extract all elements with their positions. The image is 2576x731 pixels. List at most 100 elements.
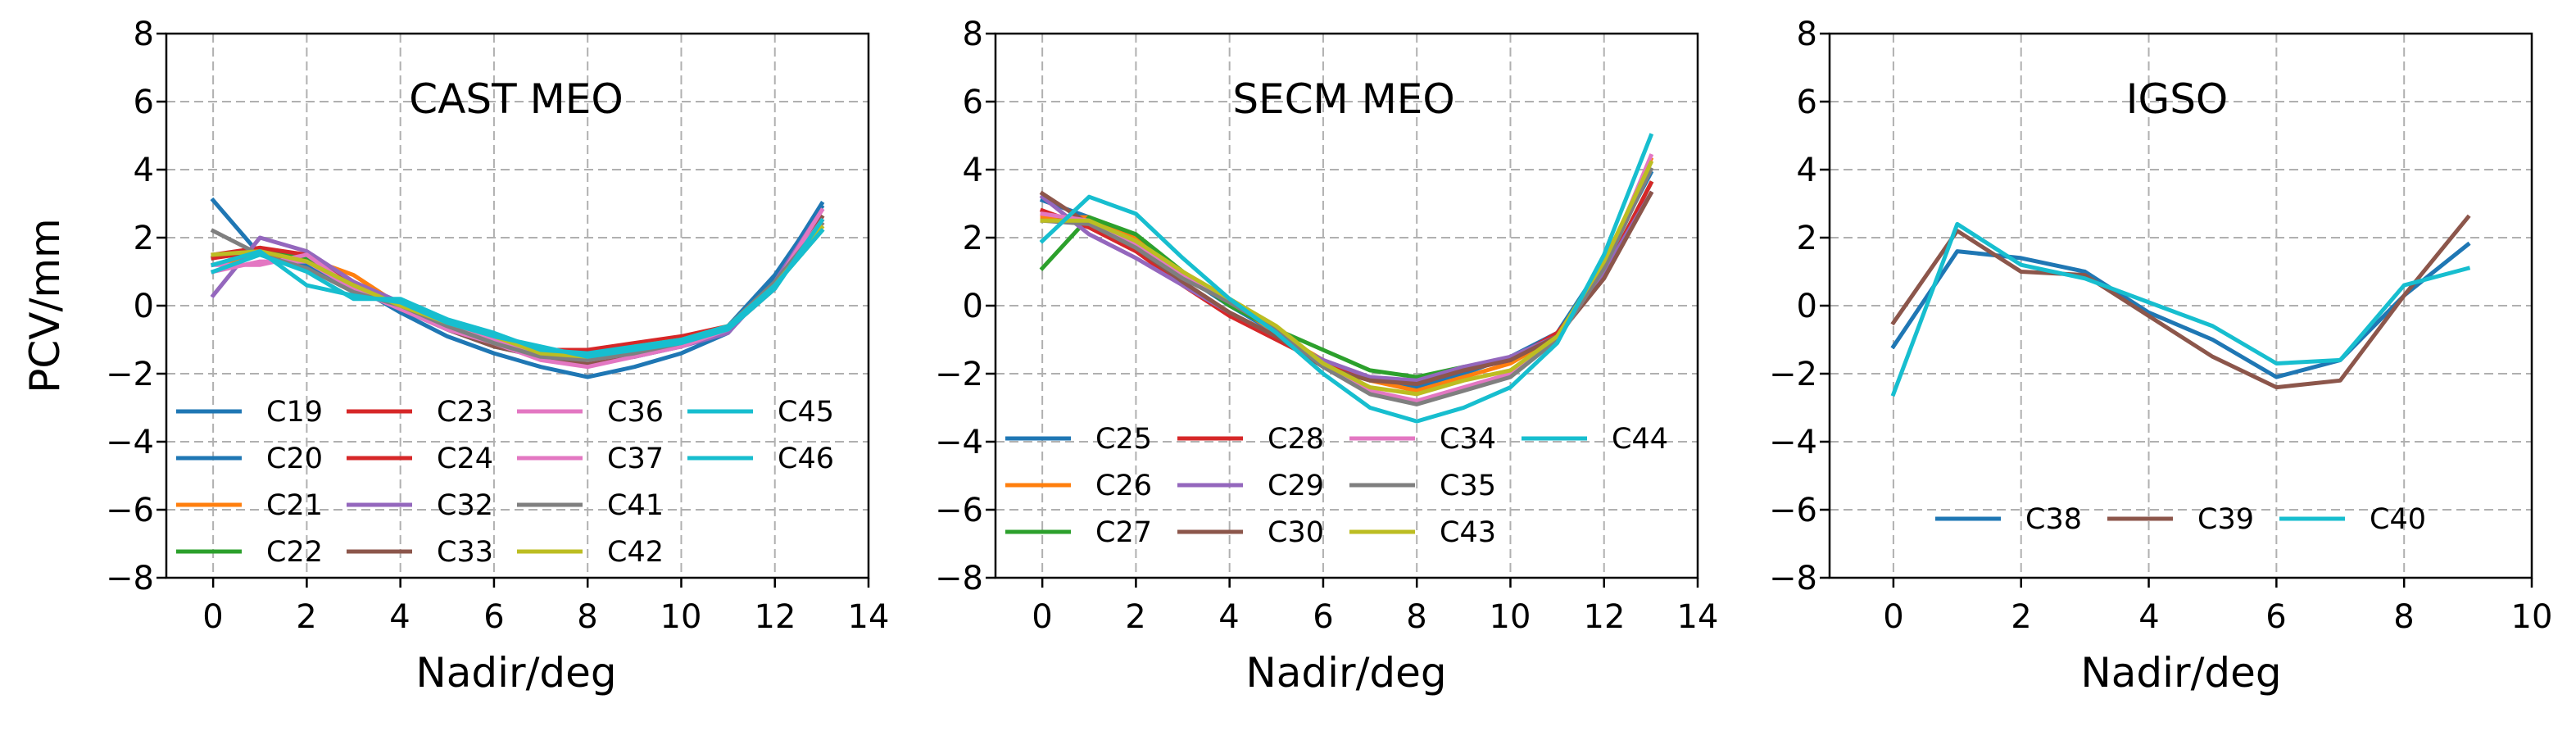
x-tick-label: 10 — [2511, 598, 2553, 636]
panel-title: CAST MEO — [409, 75, 623, 123]
legend-label-c21: C21 — [266, 489, 323, 522]
legend-label-c36: C36 — [607, 396, 664, 429]
legend-label-c38: C38 — [2025, 503, 2082, 536]
legend-label-c35: C35 — [1440, 470, 1496, 502]
y-tick-label: 8 — [134, 16, 154, 53]
series-line-c43 — [1040, 160, 1654, 397]
x-tick-label: 6 — [2265, 598, 2286, 636]
legend-label-c30: C30 — [1268, 516, 1324, 549]
y-tick-label: 8 — [963, 16, 983, 53]
y-tick-label: −8 — [935, 560, 983, 597]
y-tick-label: −2 — [106, 356, 154, 393]
x-tick-label: 4 — [1218, 598, 1239, 636]
y-tick-label: 4 — [1797, 152, 1817, 189]
legend-label-c42: C42 — [607, 536, 664, 569]
x-tick-label: 6 — [1313, 598, 1333, 636]
legend-label-c33: C33 — [437, 536, 493, 569]
legend-label-c27: C27 — [1095, 516, 1152, 549]
x-tick-label: 4 — [389, 598, 410, 636]
panel-title: SECM MEO — [1232, 75, 1454, 123]
y-tick-label: 0 — [963, 288, 983, 325]
legend-label-c32: C32 — [437, 489, 493, 522]
series-line-c39 — [1890, 214, 2471, 390]
legend-label-c39: C39 — [2197, 503, 2254, 536]
y-tick-label: −8 — [1769, 560, 1817, 597]
y-tick-label: 2 — [963, 220, 983, 257]
series-line-c40 — [1890, 221, 2471, 397]
y-tick-label: −8 — [106, 560, 154, 597]
y-tick-label: 4 — [963, 152, 983, 189]
x-tick-label: 12 — [755, 598, 796, 636]
y-tick-label: 6 — [1797, 84, 1817, 121]
legend-label-c43: C43 — [1440, 516, 1496, 549]
y-tick-label: −6 — [1769, 492, 1817, 529]
panel-cast-meo: 0 2 4 6 8 10 12 14 −8 −6 −4 −2 0 2 4 6 8… — [21, 16, 889, 697]
legend-label-c40: C40 — [2370, 503, 2426, 536]
y-tick-label: 6 — [134, 84, 154, 121]
legend-label-c45: C45 — [778, 396, 834, 429]
y-tick-label: −6 — [106, 492, 154, 529]
x-tick-label: 8 — [1406, 598, 1426, 636]
y-tick-label: 6 — [963, 84, 983, 121]
y-axis-label: PCV/mm — [21, 218, 69, 393]
legend-label-c37: C37 — [607, 443, 664, 475]
y-tick-label: −4 — [106, 424, 154, 461]
legend-label-c29: C29 — [1268, 470, 1324, 502]
series-line-c26 — [1040, 157, 1654, 393]
legend-label-c28: C28 — [1268, 423, 1324, 456]
y-tick-label: 4 — [134, 152, 154, 189]
y-tick-label: 8 — [1797, 16, 1817, 53]
series-line-c35 — [1040, 166, 1654, 406]
panel-title: IGSO — [2126, 75, 2229, 123]
legend-label-c34: C34 — [1440, 423, 1496, 456]
x-tick-label: 12 — [1584, 598, 1626, 636]
x-tick-label: 0 — [1032, 598, 1052, 636]
x-tick-label: 0 — [1883, 598, 1903, 636]
series-line-c42 — [211, 225, 825, 359]
y-tick-label: 0 — [1797, 288, 1817, 325]
x-tick-label: 0 — [202, 598, 223, 636]
x-tick-label: 10 — [660, 598, 702, 636]
series-line-c46 — [211, 217, 825, 359]
legend-label-c24: C24 — [437, 443, 493, 475]
x-axis-label: Nadir/deg — [2080, 649, 2281, 697]
series-line-c37 — [211, 217, 825, 362]
legend-label-c23: C23 — [437, 396, 493, 429]
legend-label-c44: C44 — [1612, 423, 1668, 456]
y-tick-label: 0 — [134, 288, 154, 325]
series-line-c38 — [1890, 241, 2471, 379]
legend-label-c25: C25 — [1095, 423, 1152, 456]
y-tick-label: 2 — [1797, 220, 1817, 257]
y-tick-label: −6 — [935, 492, 983, 529]
y-tick-label: −4 — [1769, 424, 1817, 461]
panel-igso: 0 2 4 6 8 10 −8 −6 −4 −2 0 2 4 6 8 IGSO … — [1769, 16, 2552, 697]
x-axis-label: Nadir/deg — [415, 649, 616, 697]
series-line-c29 — [1039, 190, 1654, 383]
y-tick-label: −2 — [1769, 356, 1817, 393]
series-line-c25 — [1039, 170, 1654, 390]
x-tick-label: 4 — [2138, 598, 2159, 636]
legend-label-c41: C41 — [607, 489, 664, 522]
series-line-c34 — [1040, 153, 1654, 403]
x-axis-label: Nadir/deg — [1245, 649, 1446, 697]
panel-secm-meo: 0 2 4 6 8 10 12 14 −8 −6 −4 −2 0 2 4 6 8… — [935, 16, 1718, 697]
series-line-c30 — [1039, 190, 1654, 386]
y-tick-label: 2 — [134, 220, 154, 257]
x-tick-label: 2 — [296, 598, 316, 636]
x-tick-label: 10 — [1490, 598, 1531, 636]
legend: C19 C20 C21 C22 C23 C24 C32 C33 C36 C37 C41 C42 C45 C… — [176, 396, 834, 569]
series-line-c44 — [1039, 133, 1654, 424]
x-tick-label: 8 — [577, 598, 597, 636]
x-tick-label: 14 — [848, 598, 890, 636]
legend-label-c22: C22 — [266, 536, 323, 569]
legend-label-c19: C19 — [266, 396, 323, 429]
legend: C38 C39 C40 — [1935, 503, 2426, 536]
x-tick-label: 2 — [2011, 598, 2031, 636]
y-tick-label: −2 — [935, 356, 983, 393]
legend-label-c26: C26 — [1095, 470, 1152, 502]
legend-label-c20: C20 — [266, 443, 323, 475]
y-tick-label: −4 — [935, 424, 983, 461]
legend: C25 C26 C27 C28 C29 C30 C34 C35 C43 C44 — [1005, 423, 1668, 549]
legend-label-c46: C46 — [778, 443, 834, 475]
